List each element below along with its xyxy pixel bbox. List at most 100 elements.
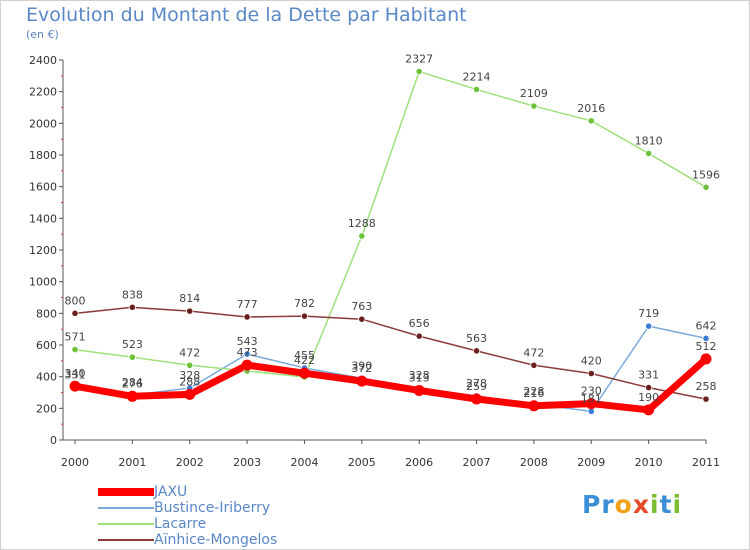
data-label: 230	[581, 385, 602, 398]
data-point	[471, 393, 483, 405]
y-tick-label: 0	[50, 434, 57, 447]
data-label: 563	[466, 332, 487, 345]
x-tick-label: 2005	[348, 456, 376, 469]
data-point	[71, 345, 79, 354]
data-label: 455	[294, 349, 315, 362]
data-point	[126, 390, 138, 402]
y-tick-label: 2200	[29, 86, 57, 99]
data-label: 543	[237, 335, 258, 348]
y-tick-label: 2000	[29, 117, 57, 130]
x-tick-label: 2010	[635, 456, 663, 469]
data-label: 656	[409, 317, 430, 330]
legend-item: JAXU	[98, 484, 277, 500]
data-label: 642	[696, 319, 717, 332]
chart-subtitle: (en €)	[26, 28, 59, 41]
y-tick-label: 600	[36, 339, 57, 352]
x-tick-label: 2003	[233, 456, 261, 469]
data-label: 472	[179, 346, 200, 359]
chart-data-labels: 340 276 288 473 422 372 313 259 216 230 190 512 331 2…	[65, 53, 721, 406]
data-label: 372	[351, 362, 372, 375]
data-point	[472, 85, 481, 94]
legend-label: Aïnhice-Mongelos	[154, 532, 278, 548]
chart-points	[69, 67, 712, 416]
data-point	[69, 380, 81, 392]
data-label: 331	[638, 369, 659, 382]
data-point	[530, 361, 538, 369]
data-point	[300, 312, 309, 320]
data-label: 328	[179, 369, 200, 382]
y-tick-label: 800	[36, 307, 57, 320]
y-tick-label: 1200	[29, 244, 57, 257]
data-label: 1810	[635, 134, 663, 147]
data-point	[241, 359, 253, 371]
logo-letter: r	[601, 490, 615, 519]
data-label: 258	[696, 380, 717, 393]
data-point	[530, 102, 538, 110]
x-tick-label: 2004	[290, 456, 318, 469]
data-point	[585, 398, 597, 410]
x-tick-label: 2000	[61, 456, 89, 469]
data-label: 800	[65, 294, 86, 307]
data-point	[587, 117, 595, 125]
data-label: 2327	[405, 53, 433, 66]
data-point	[71, 309, 79, 317]
data-point	[356, 375, 368, 387]
data-label: 2016	[577, 102, 605, 115]
logo-letter: o	[614, 490, 633, 519]
chart-legend: JAXU Bustince-Iriberry Lacarre Aïnhice-Mong…	[98, 484, 277, 548]
data-point	[702, 395, 710, 403]
data-label: 782	[294, 297, 315, 310]
data-point	[528, 400, 540, 412]
data-label: 422	[294, 354, 315, 367]
data-label: 420	[581, 355, 602, 368]
series-line	[74, 306, 707, 400]
data-label: 512	[696, 340, 717, 353]
x-tick-label: 2009	[577, 456, 605, 469]
logo-letter: x	[632, 490, 650, 519]
y-tick-label: 400	[36, 371, 57, 384]
logo-letter: i	[672, 490, 683, 519]
y-tick-label: 200	[36, 402, 57, 415]
y-tick-label: 1000	[29, 276, 57, 289]
data-point	[128, 303, 136, 311]
logo-letter: P	[582, 490, 602, 519]
data-point	[415, 67, 423, 76]
data-label: 190	[638, 391, 659, 404]
series-line	[71, 355, 710, 414]
data-point	[700, 353, 712, 365]
legend-label: Bustince-Iriberry	[154, 500, 271, 516]
x-tick-label: 2007	[463, 456, 491, 469]
data-label: 777	[237, 298, 258, 311]
data-point	[358, 315, 366, 323]
data-point	[702, 334, 710, 342]
data-label: 763	[351, 300, 372, 313]
legend-item: Aïnhice-Mongelos	[98, 532, 277, 548]
data-point	[186, 307, 194, 315]
y-tick-label: 1800	[29, 149, 57, 162]
data-point	[587, 407, 595, 415]
data-label: 1596	[692, 168, 720, 181]
data-point	[186, 361, 194, 369]
data-label: 814	[179, 292, 200, 305]
data-label: 276	[122, 377, 143, 390]
data-point	[415, 332, 423, 340]
x-tick-label: 2008	[520, 456, 548, 469]
series-line	[74, 70, 707, 378]
data-label: 571	[65, 331, 86, 344]
chart-axes: 0 200 400 600 800 1000 1200 1400 1600 1800 2000 220…	[29, 54, 720, 469]
data-label: 523	[122, 338, 143, 351]
data-label: 1288	[348, 217, 376, 230]
data-point	[702, 183, 710, 191]
data-label: 284	[122, 376, 143, 389]
data-label: 390	[351, 359, 372, 372]
data-point	[587, 369, 595, 378]
data-label: 2109	[520, 87, 548, 100]
proxiti-logo: Proxiti	[582, 490, 682, 519]
legend-label: Lacarre	[154, 516, 207, 532]
x-tick-label: 2001	[118, 456, 146, 469]
x-tick-label: 2006	[405, 456, 433, 469]
line-chart: 0 200 400 600 800 1000 1200 1400 1600 1800 2000 220…	[29, 53, 721, 469]
x-tick-label: 2002	[176, 456, 204, 469]
data-point	[128, 353, 136, 361]
legend-swatch	[98, 539, 154, 541]
